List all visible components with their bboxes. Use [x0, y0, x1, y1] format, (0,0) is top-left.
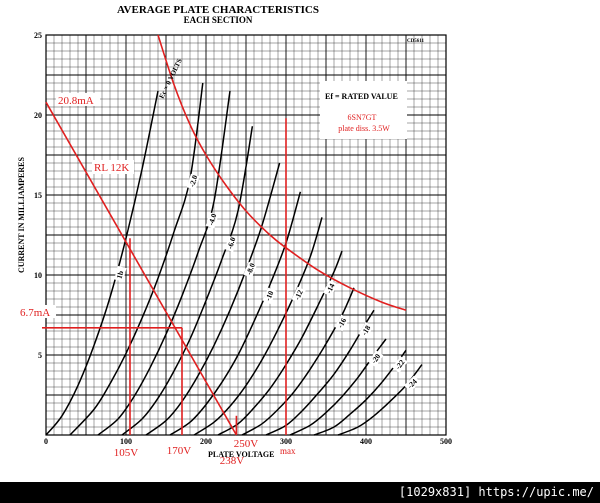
curve-label-bg: [186, 173, 200, 190]
axes: 0 100 200 300 400 500 5 10 15 20 25: [34, 31, 452, 446]
legend-dissipation: plate diss. 3.5W: [338, 124, 390, 133]
curve-label: -2.0: [187, 174, 199, 188]
x-tick-label: 200: [200, 437, 212, 446]
curve-label-bg: [262, 287, 277, 304]
x-tick-label: 100: [120, 437, 132, 446]
red-annotations: [42, 34, 407, 436]
plate-curve-minus-24: [337, 364, 423, 436]
curve-label-bg: [358, 321, 374, 339]
plate-curve-minus-4-0: [97, 90, 231, 436]
y-axis-label: CURRENT IN MILLIAMPERES: [17, 157, 26, 273]
annotation-250v: 250V: [234, 438, 259, 450]
tube-curves: 1b-2.0-4.0-6.0-8.0-10 -12-14-16-18-20 -22-…: [45, 82, 423, 436]
x-axis-label-box: [205, 445, 295, 458]
chart-title: AVERAGE PLATE CHARACTERISTICS: [117, 4, 319, 16]
legend-tube-type: 6SN7GT: [348, 113, 377, 122]
plate-curve-minus-6-0: [121, 126, 254, 436]
load-line: [45, 101, 238, 436]
ec-zero-label: Ec = 0 VOLTS: [158, 57, 184, 100]
y-tick-label: 15: [34, 191, 42, 200]
curve-label: -16: [335, 316, 348, 329]
plate-characteristics-chart: 0 100 200 300 400 500 5 10 15 20 25 1b -2.0 -4.0 -6.0…: [17, 4, 452, 467]
legend-box: [320, 81, 407, 139]
legend-rated-value: Ef = RATED VALUE: [325, 92, 398, 101]
plate-curve-minus-18: [265, 309, 375, 436]
datasheet-page: 0 100 200 300 400 500 5 10 15 20 25 1b -2.0 -4.0 -6.0…: [0, 0, 600, 482]
y-tick-label: 25: [34, 31, 42, 40]
watermark-text: [1029x831] https://upic.me/: [398, 485, 594, 499]
curve-label-bg: [243, 261, 258, 278]
x-tick-label: 400: [360, 437, 372, 446]
x-tick-label: 0: [44, 437, 48, 446]
y-tick-label: 5: [38, 351, 42, 360]
plate-curve-minus-12: [193, 217, 323, 436]
curve-label: 1b: [115, 270, 126, 280]
curve-label-bg: [323, 280, 338, 297]
y-tick-label: 20: [34, 111, 42, 120]
curve-label: -10: [263, 289, 275, 302]
plate-dissipation-curve: [157, 34, 407, 311]
label-20-8ma: 20.8mA: [58, 95, 94, 107]
plot-border: [45, 34, 447, 436]
plate-curve-minus-8-0: [145, 162, 281, 436]
curve-label-bg: [224, 235, 238, 253]
label-20-8ma-box: [56, 93, 100, 106]
label-6-7ma-box: [18, 305, 56, 318]
x-tick-label: 300: [280, 437, 292, 446]
curve-label: -12: [292, 288, 305, 301]
curve-label-bg: [404, 375, 421, 392]
curve-label-bg: [392, 356, 408, 373]
watermark-bar: [1029x831] https://upic.me/: [0, 482, 600, 503]
curve-label: -4.0: [206, 212, 218, 226]
y-tick-label: 10: [34, 271, 42, 280]
label-6-7ma: 6.7mA: [20, 307, 50, 319]
curve-label: -18: [360, 323, 373, 336]
curve-label: -14: [324, 282, 337, 295]
curve-label-bg: [114, 265, 127, 282]
curve-label-bg: [205, 212, 219, 229]
plate-curve-minus-10: [169, 191, 302, 436]
curve-label: -8.0: [244, 262, 257, 277]
annotation-105v: 105V: [114, 447, 139, 459]
curve-label: -6.0: [225, 236, 237, 250]
x-tick-label: 500: [440, 437, 452, 446]
curve-label-bg: [334, 314, 350, 332]
annotation-max: max: [280, 446, 296, 456]
label-rl-box: [92, 160, 134, 174]
plate-curve-ec-0: [45, 90, 159, 436]
load-line-label: RL 12K: [94, 162, 129, 174]
curve-label-bg: [368, 350, 384, 367]
code-label: CD5611: [407, 39, 424, 44]
curve-label-bg: [291, 286, 306, 304]
annotation-170v: 170V: [167, 445, 192, 457]
annotation-238v: 238V: [220, 455, 245, 467]
chart-subtitle: EACH SECTION: [184, 15, 253, 25]
x-axis-label: PLATE VOLTAGE: [208, 450, 274, 459]
